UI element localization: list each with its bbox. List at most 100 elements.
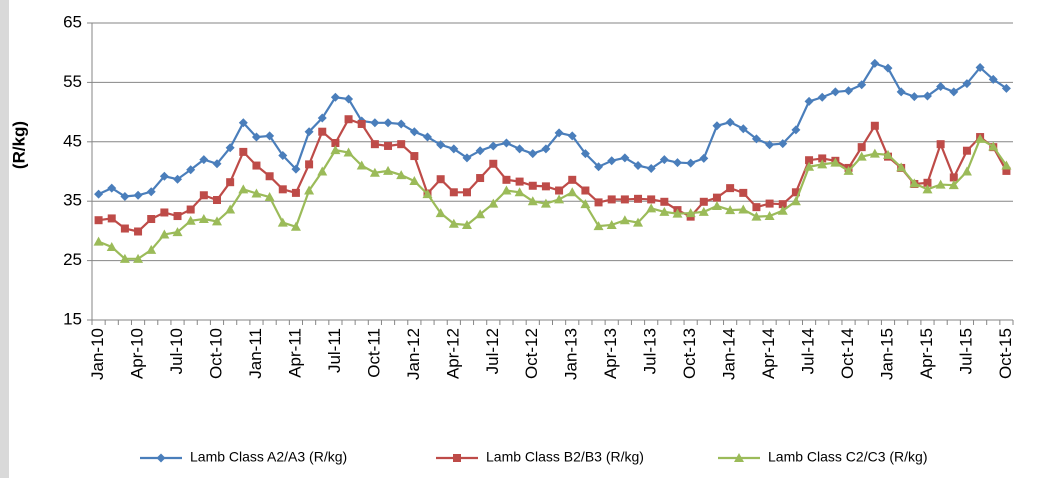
data-point [238, 184, 249, 194]
data-point [870, 121, 879, 130]
data-point [856, 151, 867, 161]
data-point [660, 197, 669, 206]
data-point [936, 140, 945, 149]
data-point [212, 159, 222, 169]
data-point [146, 244, 157, 254]
data-point [172, 227, 183, 237]
data-point [540, 198, 551, 208]
series-line [98, 117, 1008, 233]
data-point [541, 182, 550, 191]
x-tick-label: Jul-15 [956, 328, 975, 374]
data-point [988, 74, 998, 84]
data-point [186, 205, 195, 214]
data-point [619, 215, 630, 225]
data-point [1002, 166, 1011, 175]
data-point [988, 141, 999, 151]
data-point [409, 176, 420, 186]
data-point [476, 174, 485, 183]
data-point [817, 159, 828, 169]
data-point [265, 131, 275, 141]
data-point [198, 214, 209, 224]
y-tick-label: 65 [63, 12, 82, 31]
data-point [647, 195, 656, 204]
data-point [291, 164, 301, 174]
data-point [331, 138, 340, 147]
data-point [462, 188, 471, 197]
data-point [527, 196, 538, 206]
data-point [791, 188, 800, 197]
data-point [318, 127, 327, 136]
x-tick-label: Jul-11 [325, 328, 344, 373]
data-point [620, 153, 630, 163]
data-point [975, 63, 985, 73]
data-point [607, 156, 617, 166]
x-tick-label: Oct-13 [680, 328, 699, 379]
data-point [593, 221, 604, 231]
data-point [265, 172, 274, 181]
data-point [423, 132, 433, 142]
data-point [330, 145, 341, 155]
data-point [935, 179, 946, 189]
data-point [883, 63, 893, 73]
data-point [107, 183, 117, 193]
data-point [712, 121, 722, 131]
data-point [449, 188, 458, 197]
data-point [278, 185, 287, 194]
data-point [672, 208, 683, 218]
data-point [686, 158, 696, 168]
y-tick-label: 45 [63, 131, 82, 150]
y-tick-label: 15 [63, 309, 82, 328]
data-point [594, 198, 603, 207]
data-point [581, 186, 590, 195]
data-point [580, 199, 591, 209]
data-point [120, 224, 129, 233]
x-tick-label: Oct-11 [364, 328, 383, 378]
data-point [607, 195, 616, 204]
data-point [515, 144, 525, 154]
y-tick-label: 35 [63, 191, 82, 210]
data-point [699, 197, 708, 206]
data-point [410, 152, 419, 161]
x-tick-label: Apr-12 [443, 328, 462, 379]
data-point [699, 153, 709, 163]
side-strip [0, 0, 9, 478]
data-point [435, 208, 446, 218]
data-point [397, 140, 406, 149]
data-point [147, 215, 156, 224]
x-tick-label: Jul-10 [167, 328, 186, 374]
legend-label: Lamb Class B2/B3 (R/kg) [486, 449, 644, 465]
data-point [712, 193, 721, 202]
data-point [804, 161, 815, 171]
data-point [317, 113, 327, 123]
y-tick-label: 55 [63, 72, 82, 91]
data-point [448, 218, 459, 228]
data-point [555, 186, 564, 195]
data-point [225, 143, 235, 153]
data-point [475, 146, 485, 156]
series-line [98, 62, 1008, 198]
data-point [436, 140, 446, 150]
data-point [949, 87, 959, 97]
data-point [698, 206, 709, 216]
data-point [396, 119, 406, 129]
data-point [252, 161, 261, 170]
data-point [790, 196, 801, 206]
data-point [225, 204, 236, 214]
data-point [384, 141, 393, 150]
data-point [515, 177, 524, 186]
data-point [948, 180, 959, 190]
data-point [369, 167, 380, 177]
data-point [396, 170, 407, 180]
data-point [251, 188, 262, 198]
data-point [475, 209, 486, 219]
data-point [646, 164, 656, 174]
x-tick-label: Apr-11 [285, 328, 304, 378]
data-point [738, 124, 748, 134]
data-point [330, 92, 340, 102]
data-point [975, 133, 986, 143]
data-point [238, 118, 248, 128]
data-point [751, 211, 762, 221]
data-point [752, 203, 761, 212]
data-point [370, 140, 379, 149]
data-point [962, 146, 971, 155]
